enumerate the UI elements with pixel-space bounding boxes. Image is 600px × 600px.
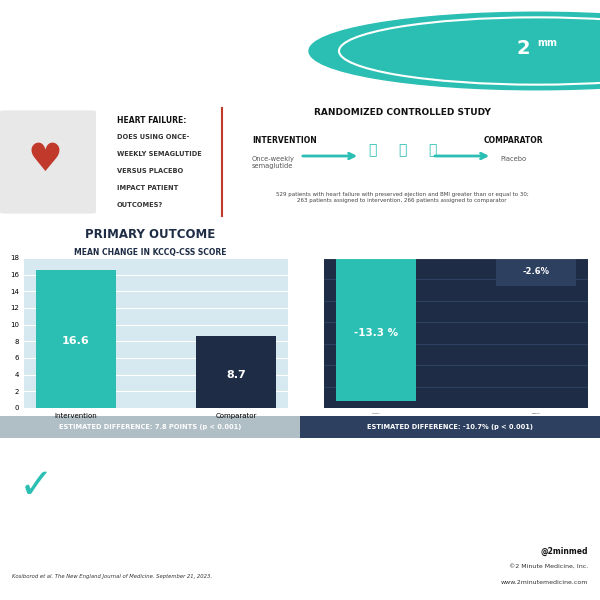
Text: ESTIMATED DIFFERENCE: 7.8 POINTS (p < 0.001): ESTIMATED DIFFERENCE: 7.8 POINTS (p < 0.… xyxy=(59,424,241,430)
Text: ✓: ✓ xyxy=(19,465,53,507)
Text: ©2 Minute Medicine, Inc.: ©2 Minute Medicine, Inc. xyxy=(509,564,588,569)
Text: SECONDARY OUTCOME: SECONDARY OUTCOME xyxy=(374,229,526,241)
Text: WEEKLY SEMAGLUTIDE: WEEKLY SEMAGLUTIDE xyxy=(117,151,202,157)
Text: 👤: 👤 xyxy=(428,143,436,157)
Bar xyxy=(496,258,576,286)
Text: 529 patients with heart failure with preserved ejection and BMI greater than or : 529 patients with heart failure with pre… xyxy=(275,192,529,203)
Text: HEART FAILURE:: HEART FAILURE: xyxy=(117,116,187,125)
Text: PRIMARY OUTCOME: PRIMARY OUTCOME xyxy=(85,229,215,241)
Text: ♥: ♥ xyxy=(28,140,62,179)
Text: RANDOMIZED CONTROLLED STUDY: RANDOMIZED CONTROLLED STUDY xyxy=(314,108,490,117)
Text: IMPACT PATIENT: IMPACT PATIENT xyxy=(117,185,178,191)
FancyBboxPatch shape xyxy=(0,110,96,214)
Bar xyxy=(36,269,116,408)
Text: DOES USING ONCE-: DOES USING ONCE- xyxy=(117,134,189,140)
Text: Comparator: Comparator xyxy=(517,248,555,253)
Text: OUTCOMES?: OUTCOMES? xyxy=(117,202,163,208)
Text: Intervention: Intervention xyxy=(356,248,395,253)
Text: -2.6%: -2.6% xyxy=(523,268,550,277)
Circle shape xyxy=(309,12,600,90)
Text: 👤: 👤 xyxy=(368,143,376,157)
Text: MEAN % CHANGE IN BODY WEIGHT: MEAN % CHANGE IN BODY WEIGHT xyxy=(375,248,525,257)
Text: INTERVENTION: INTERVENTION xyxy=(252,136,317,145)
FancyBboxPatch shape xyxy=(300,416,600,438)
Text: www.2minutemedicine.com: www.2minutemedicine.com xyxy=(500,580,588,585)
Text: VERSUS PLACEBO: VERSUS PLACEBO xyxy=(117,168,183,174)
Text: Placebo: Placebo xyxy=(500,156,526,162)
Text: Kosiborod et al. The New England Journal of Medicine. September 21, 2023.: Kosiborod et al. The New England Journal… xyxy=(12,574,212,580)
Text: MEAN CHANGE IN KCCQ-CSS SCORE: MEAN CHANGE IN KCCQ-CSS SCORE xyxy=(74,248,226,257)
Text: COMPARATOR: COMPARATOR xyxy=(483,136,543,145)
FancyBboxPatch shape xyxy=(0,416,300,438)
Text: 8.7: 8.7 xyxy=(226,370,246,380)
Text: 2: 2 xyxy=(517,40,530,58)
Bar xyxy=(196,335,276,408)
Bar xyxy=(336,258,416,401)
Text: mm: mm xyxy=(537,38,557,48)
Text: ♥: ♥ xyxy=(28,140,62,179)
Text: with Preserved Ejection Fraction and: with Preserved Ejection Fraction and xyxy=(12,39,317,54)
Text: Semaglutide in Patients with Heart Failure: Semaglutide in Patients with Heart Failu… xyxy=(12,8,365,23)
Text: @2minmed: @2minmed xyxy=(541,547,588,556)
Text: In heart failure patients with preserved ejection fraction,
semaglutide use led : In heart failure patients with preserved… xyxy=(90,472,408,511)
Text: Obesity: Obesity xyxy=(12,70,76,85)
Text: ESTIMATED DIFFERENCE: -10.7% (p < 0.001): ESTIMATED DIFFERENCE: -10.7% (p < 0.001) xyxy=(367,424,533,430)
Text: -13.3 %: -13.3 % xyxy=(354,328,398,338)
Text: 16.6: 16.6 xyxy=(62,337,90,346)
Text: Once-weekly
semaglutide: Once-weekly semaglutide xyxy=(252,156,295,169)
Text: 👤: 👤 xyxy=(398,143,406,157)
